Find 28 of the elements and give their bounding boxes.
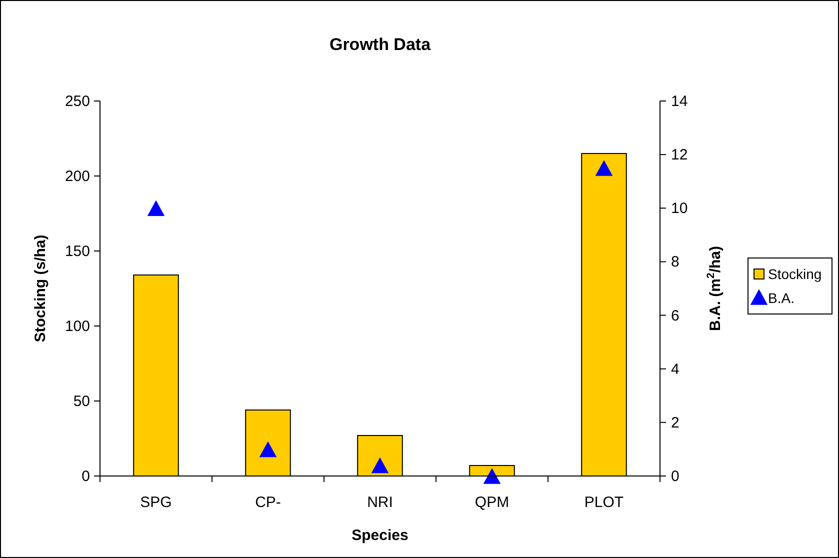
y2-tick-label: 8	[671, 254, 680, 271]
x-tick-label: QPM	[474, 494, 510, 511]
x-tick-label: SPG	[140, 494, 172, 511]
x-tick-label: NRI	[367, 494, 393, 511]
y2-tick-label: 12	[671, 146, 688, 164]
point	[147, 200, 165, 216]
y2-tick-label: 4	[671, 360, 680, 378]
y-axis-title: Stocking (s/ha)	[32, 234, 49, 342]
legend-label: B.A.	[768, 290, 794, 306]
y-tick-label: 250	[64, 93, 90, 110]
y-tick-label: 200	[64, 168, 90, 185]
y-tick-label: 100	[64, 318, 90, 335]
point	[371, 457, 389, 474]
x-axis-title: Species	[352, 527, 408, 544]
y-tick-label: 0	[82, 468, 90, 485]
y-tick-label: 50	[73, 393, 90, 410]
legend-label: Stocking	[768, 266, 822, 282]
chart-title: Growth Data	[329, 35, 432, 54]
y-tick-label: 150	[64, 243, 90, 260]
y2-tick-label: 2	[671, 414, 680, 432]
x-tick-label: CP-	[255, 494, 281, 511]
y2-tick-label: 14	[671, 93, 688, 110]
y2-tick-label: 10	[671, 200, 688, 218]
y2-tick-label: 0	[671, 468, 680, 485]
y2-tick-label: 6	[671, 307, 680, 324]
point	[595, 160, 613, 176]
x-tick-label: PLOT	[584, 494, 624, 511]
point	[483, 468, 501, 484]
